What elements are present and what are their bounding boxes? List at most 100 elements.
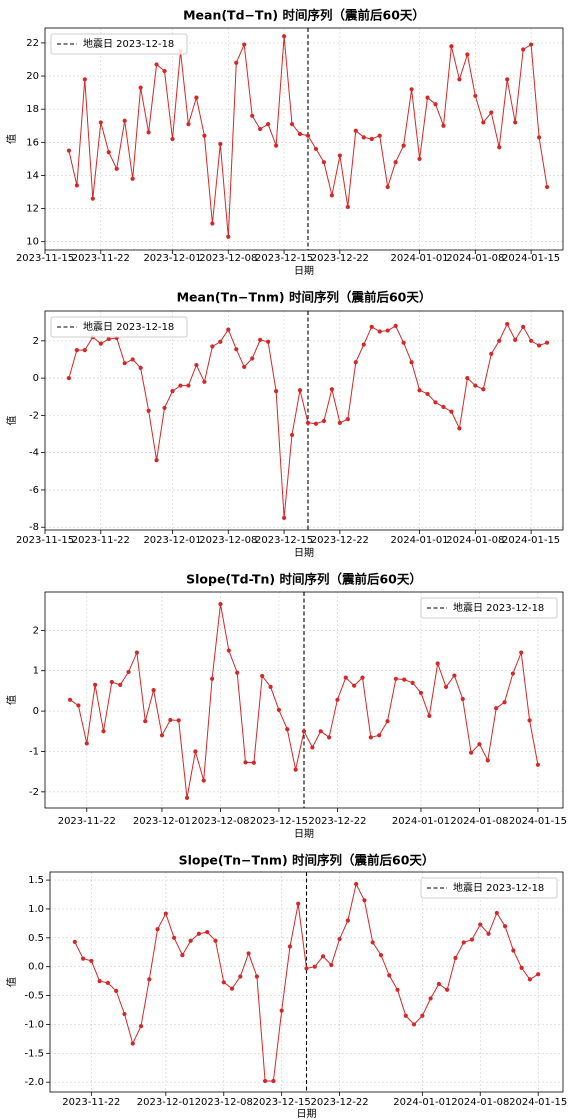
data-point: [441, 123, 446, 128]
data-point: [98, 341, 103, 346]
x-tick-label: 2023-11-22: [62, 1097, 120, 1108]
data-point: [251, 760, 256, 765]
data-point: [172, 935, 177, 940]
data-point: [134, 650, 140, 655]
data-point: [82, 348, 87, 353]
data-point: [122, 118, 127, 123]
axes-frame: [44, 310, 564, 531]
data-point: [485, 758, 490, 763]
chart-title: Slope(Td-Tn) 时间序列（震前后60天）: [186, 572, 422, 587]
data-point: [218, 141, 223, 147]
data-point: [494, 706, 499, 711]
data-point: [420, 1013, 425, 1018]
data-point: [281, 515, 287, 520]
data-point: [473, 93, 478, 99]
x-tick-label: 2023-12-08: [195, 1097, 253, 1108]
legend-label: 地震日 2023-12-18: [453, 601, 544, 614]
x-axis-label: 日期: [297, 1108, 317, 1120]
y-tick-label: 2: [33, 625, 39, 636]
data-point: [486, 931, 491, 936]
data-point: [478, 922, 483, 927]
data-point: [519, 965, 524, 970]
y-axis-label: 值: [5, 695, 18, 705]
data-point: [274, 389, 279, 394]
data-point: [98, 120, 103, 125]
data-point: [155, 927, 160, 932]
data-point: [297, 388, 303, 393]
y-tick-label: 2: [33, 336, 39, 347]
data-point: [337, 153, 342, 158]
data-point: [469, 937, 475, 942]
data-point: [106, 150, 111, 155]
data-point: [313, 146, 319, 152]
x-tick-label: 2023-11-15: [16, 253, 74, 264]
data-point: [138, 1024, 144, 1029]
data-point: [510, 671, 515, 676]
data-point: [502, 700, 507, 705]
x-tick-label: 2024-01-08: [446, 535, 504, 546]
data-point: [266, 121, 271, 127]
data-point: [418, 690, 424, 696]
data-point: [513, 120, 518, 125]
data-point: [130, 176, 135, 181]
y-tick-label: 22: [26, 38, 39, 49]
data-point: [297, 131, 303, 137]
data-point: [410, 680, 415, 685]
y-tick-label: -4: [29, 448, 39, 459]
data-point: [74, 348, 79, 353]
data-point: [130, 1041, 135, 1046]
data-point: [90, 196, 95, 201]
data-point: [138, 365, 143, 370]
x-tick-label: 2024-01-01: [390, 253, 448, 264]
data-point: [465, 52, 470, 57]
legend-box: [420, 597, 558, 619]
x-tick-label: 2024-01-15: [509, 1097, 567, 1108]
x-tick-label: 2023-12-01: [133, 816, 191, 827]
x-axis-label: 日期: [294, 828, 314, 840]
x-tick-label: 2023-12-01: [143, 535, 201, 546]
data-point: [401, 143, 406, 148]
data-point: [89, 958, 94, 964]
data-point: [352, 683, 357, 688]
data-point: [417, 388, 422, 393]
data-point: [445, 987, 450, 992]
data-point: [186, 383, 191, 388]
data-point: [310, 745, 315, 750]
data-point: [146, 408, 151, 413]
x-tick-label: 2023-12-01: [137, 1097, 195, 1108]
data-point: [536, 972, 541, 977]
legend-label: 地震日 2023-12-18: [83, 37, 174, 50]
data-point: [378, 953, 384, 958]
data-point: [122, 1011, 127, 1017]
axes-frame: [44, 591, 564, 809]
data-point: [274, 143, 279, 148]
data-point: [535, 762, 541, 767]
data-point: [362, 898, 367, 903]
data-point: [109, 679, 114, 685]
data-point: [370, 940, 375, 945]
data-point: [409, 87, 414, 92]
data-point: [235, 670, 240, 675]
data-point: [536, 135, 542, 140]
data-point: [494, 910, 499, 916]
data-point: [427, 713, 432, 719]
data-point: [281, 34, 287, 39]
chart-title: Mean(Td−Tn) 时间序列（震前后60天）: [183, 8, 425, 23]
data-point: [497, 145, 502, 150]
data-point: [441, 404, 446, 410]
data-point: [527, 718, 532, 723]
y-axis-label: 值: [5, 416, 18, 426]
data-point: [218, 339, 223, 344]
x-tick-label: 2024-01-15: [502, 535, 560, 546]
data-point: [234, 347, 239, 352]
data-point: [289, 432, 295, 438]
data-point: [180, 953, 185, 958]
data-point: [536, 343, 542, 348]
data-point: [337, 420, 342, 425]
data-point: [329, 962, 334, 968]
data-point: [326, 735, 332, 740]
data-point: [329, 387, 334, 392]
data-point: [242, 364, 247, 370]
data-point: [105, 980, 111, 985]
data-point: [377, 733, 382, 738]
